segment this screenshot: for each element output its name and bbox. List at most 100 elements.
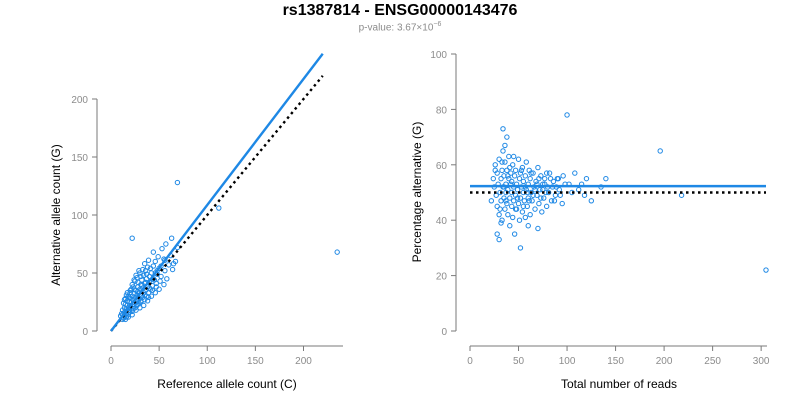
data-point <box>516 217 523 223</box>
y-ticks: 0 50 100 150 200 <box>71 95 97 338</box>
data-point <box>538 173 544 179</box>
data-point <box>552 192 559 198</box>
data-point <box>535 225 541 232</box>
data-point <box>515 156 522 162</box>
pvalue-text: p-value: 3.67×10 <box>358 22 434 34</box>
data-point <box>130 306 136 312</box>
data-point <box>522 214 529 221</box>
x-ticks: 0 50 100 150 200 250 300 <box>467 346 770 367</box>
data-point <box>510 214 516 221</box>
data-point <box>541 195 547 201</box>
data-point <box>503 198 509 204</box>
data-point <box>559 200 565 207</box>
data-point <box>534 192 540 198</box>
y-tick-label: 80 <box>436 105 448 116</box>
data-point <box>144 264 151 270</box>
data-point <box>506 153 512 160</box>
points <box>488 112 769 273</box>
data-point <box>523 159 529 165</box>
x-axis-label: Total number of reads <box>561 377 677 391</box>
data-point <box>161 281 167 288</box>
data-point <box>578 181 585 187</box>
data-point <box>129 235 135 241</box>
data-point <box>536 200 542 207</box>
x-tick-label: 150 <box>247 356 264 367</box>
points <box>117 179 340 323</box>
data-point <box>137 305 143 311</box>
data-point <box>131 286 137 292</box>
data-point <box>500 148 506 154</box>
data-point <box>533 178 539 185</box>
data-point <box>520 178 527 185</box>
y-tick-label: 200 <box>71 95 88 106</box>
data-point <box>518 184 525 190</box>
data-point <box>507 223 513 229</box>
data-point <box>542 175 548 182</box>
data-point <box>163 241 169 247</box>
data-point <box>139 277 145 283</box>
data-point <box>603 175 609 182</box>
data-point <box>526 167 532 174</box>
data-point <box>538 195 544 201</box>
data-point <box>141 302 147 309</box>
y-tick-label: 50 <box>77 269 89 280</box>
data-point <box>140 266 146 273</box>
data-point <box>542 181 548 187</box>
data-point <box>498 175 504 182</box>
chart-title: rs1387814 - ENSG00000143476 <box>282 2 518 19</box>
x-tick-label: 50 <box>154 356 166 367</box>
data-point <box>169 266 176 273</box>
data-point <box>499 217 505 223</box>
data-point <box>496 236 502 243</box>
data-point <box>553 184 560 190</box>
allele-count-scatter-plot: 0 50 100 150 200 0 50 100 150 200 Reference alle… <box>49 53 343 391</box>
data-point <box>156 286 162 292</box>
data-point <box>525 195 531 201</box>
data-point <box>490 175 496 182</box>
data-point <box>564 112 570 118</box>
x-tick-label: 100 <box>199 356 216 367</box>
data-point <box>566 181 572 187</box>
data-point <box>588 198 595 204</box>
data-point <box>138 299 144 305</box>
data-point <box>155 254 161 260</box>
y-tick-label: 60 <box>436 161 448 172</box>
data-point <box>157 278 163 284</box>
data-point <box>532 206 538 212</box>
data-point <box>153 280 159 287</box>
x-tick-label: 200 <box>295 356 312 367</box>
data-point <box>509 189 515 196</box>
data-point <box>554 175 561 182</box>
data-point <box>521 198 528 204</box>
data-point <box>143 271 150 277</box>
data-point <box>520 203 527 210</box>
data-point <box>535 164 541 171</box>
data-point <box>537 187 543 193</box>
data-point <box>492 162 498 168</box>
data-point <box>575 187 582 193</box>
data-point <box>501 195 507 201</box>
data-point <box>528 189 534 196</box>
data-point <box>507 164 513 171</box>
y-tick-label: 150 <box>71 153 88 164</box>
data-point <box>152 258 158 265</box>
data-point <box>542 189 549 196</box>
data-point <box>598 184 604 190</box>
data-point <box>522 173 529 179</box>
data-point <box>527 175 533 182</box>
data-point <box>531 184 537 190</box>
fit-line <box>110 53 324 332</box>
data-point <box>510 198 517 204</box>
data-point <box>144 298 151 304</box>
data-point <box>498 220 504 226</box>
data-point <box>548 198 555 204</box>
lines <box>110 53 324 332</box>
y-axis-label: Percentage alternative (G) <box>410 122 424 263</box>
data-point <box>505 173 511 179</box>
data-point <box>536 175 542 182</box>
data-point <box>506 175 512 182</box>
data-point <box>502 142 508 149</box>
data-point <box>514 195 521 201</box>
data-point <box>141 292 148 298</box>
data-point <box>518 167 525 174</box>
